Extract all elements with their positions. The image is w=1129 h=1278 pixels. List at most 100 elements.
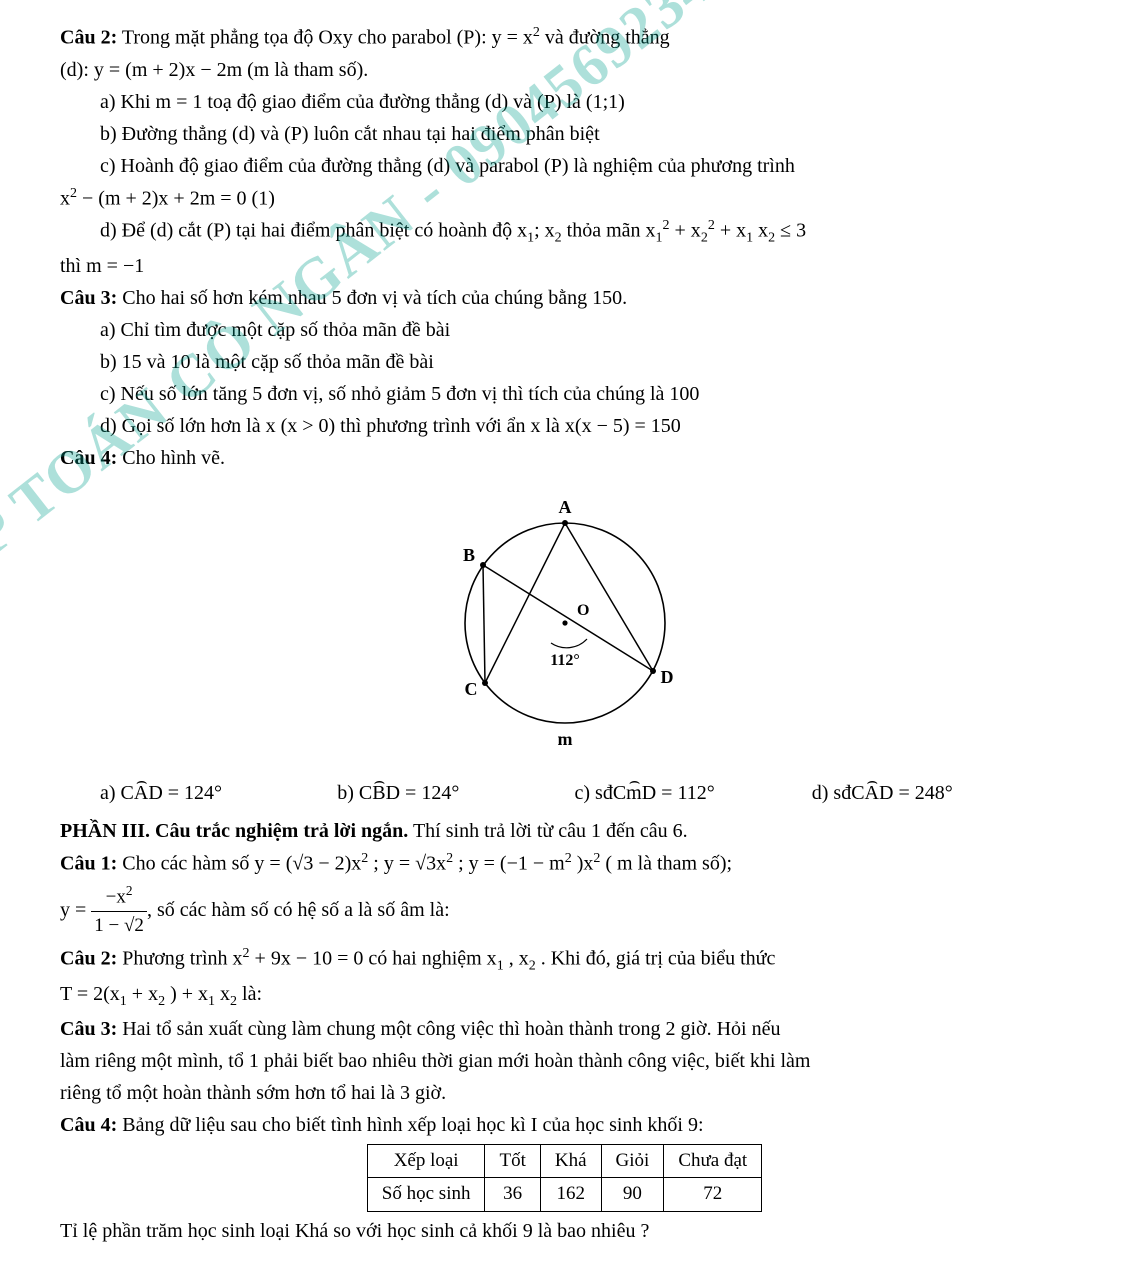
p3q3-l1: Câu 3: Hai tổ sản xuất cùng làm chung mộ…	[60, 1014, 1069, 1044]
p3q1-line2: y = −x2 1 − √2 , số các hàm số có hệ số …	[60, 881, 1069, 941]
p3q1-s2: 2	[446, 851, 453, 866]
th-3: Giỏi	[601, 1144, 664, 1178]
th-2: Khá	[540, 1144, 601, 1178]
label-m: m	[557, 729, 572, 749]
p3q1-s3: 2	[565, 851, 572, 866]
p3-sub: Thí sinh trả lời từ câu 1 đến câu 6.	[408, 820, 687, 842]
p3q3-title: Câu 3:	[60, 1018, 117, 1040]
p3q1-num: −x2	[91, 881, 147, 913]
p3q4-tail: Tỉ lệ phần trăm học sinh loại Khá so với…	[60, 1216, 1069, 1246]
q2-d-sup2: 2	[708, 218, 715, 233]
p3q4-title: Câu 4:	[60, 1114, 117, 1136]
p3q1-c: ; y = (−1 − m	[458, 853, 565, 875]
p3q2-tb: + x	[132, 983, 158, 1005]
p3q2-line1: Câu 2: Phương trình x 2 + 9x − 10 = 0 có …	[60, 943, 1069, 977]
q4a-pre: a)	[100, 782, 121, 804]
q2-d-s6: 2	[768, 231, 775, 246]
q2-c2-b: − (m + 2)x + 2m = 0 (1)	[77, 187, 275, 209]
p3q2-line2: T = 2(x1 + x2 ) + x1 x2 là:	[60, 979, 1069, 1012]
p3q1-s4: 2	[593, 851, 600, 866]
q2-line1: Câu 2: Trong mặt phẳng tọa độ Oxy cho pa…	[60, 22, 1069, 53]
q4d-pre: d) sđ	[812, 782, 851, 804]
label-angle: 112°	[550, 652, 580, 669]
p3q1-title: Câu 1:	[60, 853, 117, 875]
th-4: Chưa đạt	[664, 1144, 762, 1178]
p3q2-td: x	[220, 983, 230, 1005]
p3q2-a: Phương trình x	[122, 948, 242, 970]
p3q2-title: Câu 2:	[60, 948, 117, 970]
p3q2-sub2: 2	[529, 959, 536, 974]
q2-c2: x2 − (m + 2)x + 2m = 0 (1)	[60, 183, 1069, 214]
p3q2-ts3: 1	[208, 994, 215, 1009]
p3q2-b: + 9x − 10 = 0 có hai nghiệm x	[255, 948, 497, 970]
table-row-header: Xếp loại Tốt Khá Giỏi Chưa đạt	[367, 1144, 761, 1178]
q4-choice-a: a) CAD = 124°	[100, 778, 337, 808]
q2-c2-a: x	[60, 187, 70, 209]
p3q3-l3: riêng tổ một hoàn thành sớm hơn tổ hai l…	[60, 1078, 1069, 1108]
p3q3-l2: làm riêng một mình, tổ 1 phải biết bao n…	[60, 1046, 1069, 1076]
th-0: Xếp loại	[367, 1144, 485, 1178]
p3q3-t1: Hai tổ sản xuất cùng làm chung một công …	[117, 1018, 780, 1040]
th-1: Tốt	[485, 1144, 540, 1178]
q4-stem: Cho hình vẽ.	[117, 447, 225, 469]
q4-choice-c: c) sđCmD = 112°	[575, 778, 812, 808]
td-0: Số học sinh	[367, 1178, 485, 1212]
q2-b: b) Đường thẳng (d) và (P) luôn cắt nhau …	[60, 119, 1069, 149]
p3q1-tail: , số các hàm số có hệ số a là số âm là:	[147, 898, 450, 920]
q2-d-s4: 2	[701, 231, 708, 246]
q4-title: Câu 4:	[60, 447, 117, 469]
p3q4-stem: Bảng dữ liệu sau cho biết tình hình xếp …	[117, 1114, 703, 1136]
q2-d-a: d) Để (d) cắt (P) tại hai điểm phân biệt…	[100, 220, 527, 242]
td-3: 90	[601, 1178, 664, 1212]
q4-choice-d: d) sđCAD = 248°	[812, 778, 1049, 808]
label-O: O	[577, 602, 589, 619]
p3-heading: PHẦN III. Câu trắc nghiệm trả lời ngắn. …	[60, 816, 1069, 846]
q3-stem: Cho hai số hơn kém nhau 5 đơn vị và tích…	[117, 287, 627, 309]
p3q2-c: , x	[509, 948, 529, 970]
q4-line: Câu 4: Cho hình vẽ.	[60, 443, 1069, 473]
label-A: A	[558, 497, 571, 517]
p3q1-d: )x	[577, 853, 594, 875]
q2-title: Câu 2:	[60, 27, 117, 49]
q2-d-s5: 1	[746, 231, 753, 246]
p3q2-ts2: 2	[158, 994, 165, 1009]
q4a-arc: CAD	[121, 778, 163, 808]
circle-svg: A B C D O 112° m	[405, 483, 725, 763]
p3q4-line: Câu 4: Bảng dữ liệu sau cho biết tình hì…	[60, 1110, 1069, 1140]
p3q1-a: Cho các hàm số y = (√3 − 2)x	[122, 853, 361, 875]
q2-d-d: + x	[720, 220, 746, 242]
q4-choice-b: b) CBD = 124°	[337, 778, 574, 808]
q2-sup1: 2	[533, 25, 540, 40]
q2-d-mid: ; x	[534, 220, 555, 242]
p3q1-den: 1 − √2	[91, 912, 147, 941]
q2-d-s3: 1	[656, 231, 663, 246]
p3q2-ts4: 2	[230, 994, 237, 1009]
q4d-arc: CAD	[851, 778, 893, 808]
q3-title: Câu 3:	[60, 287, 117, 309]
q2-d-b: thỏa mãn x	[567, 220, 656, 242]
q2-d-c: + x	[675, 220, 701, 242]
q4b-post: = 124°	[400, 782, 459, 804]
q4c-pre: c) sđ	[575, 782, 613, 804]
q3-c: c) Nếu số lớn tăng 5 đơn vị, số nhỏ giảm…	[60, 379, 1069, 409]
p3q1-e: ( m là tham số);	[605, 853, 732, 875]
q4-choices: a) CAD = 124° b) CBD = 124° c) sđCmD = 1…	[60, 778, 1069, 808]
q4a-post: = 124°	[163, 782, 222, 804]
q2-d-e: x	[758, 220, 768, 242]
q2-stem-a: Trong mặt phẳng tọa độ Oxy cho parabol (…	[122, 27, 533, 49]
q4d-post: = 248°	[893, 782, 952, 804]
td-1: 36	[485, 1178, 540, 1212]
p3q2-d: . Khi đó, giá trị của biểu thức	[541, 948, 776, 970]
p3-heading-bold: PHẦN III. Câu trắc nghiệm trả lời ngắn.	[60, 820, 408, 842]
td-4: 72	[664, 1178, 762, 1212]
q2-d-f: ≤ 3	[780, 220, 806, 242]
q2-c2-sup: 2	[70, 186, 77, 201]
p3q1-frac: −x2 1 − √2	[91, 881, 147, 941]
label-D: D	[660, 667, 673, 687]
q4b-pre: b)	[337, 782, 359, 804]
p3q4-table: Xếp loại Tốt Khá Giỏi Chưa đạt Số học si…	[367, 1144, 762, 1212]
q4c-post: = 112°	[656, 782, 715, 804]
q3-d: d) Gọi số lớn hơn là x (x > 0) thì phươn…	[60, 411, 1069, 441]
q2-line2: (d): y = (m + 2)x − 2m (m là tham số).	[60, 55, 1069, 85]
q2-d2: thì m = −1	[60, 251, 1069, 281]
